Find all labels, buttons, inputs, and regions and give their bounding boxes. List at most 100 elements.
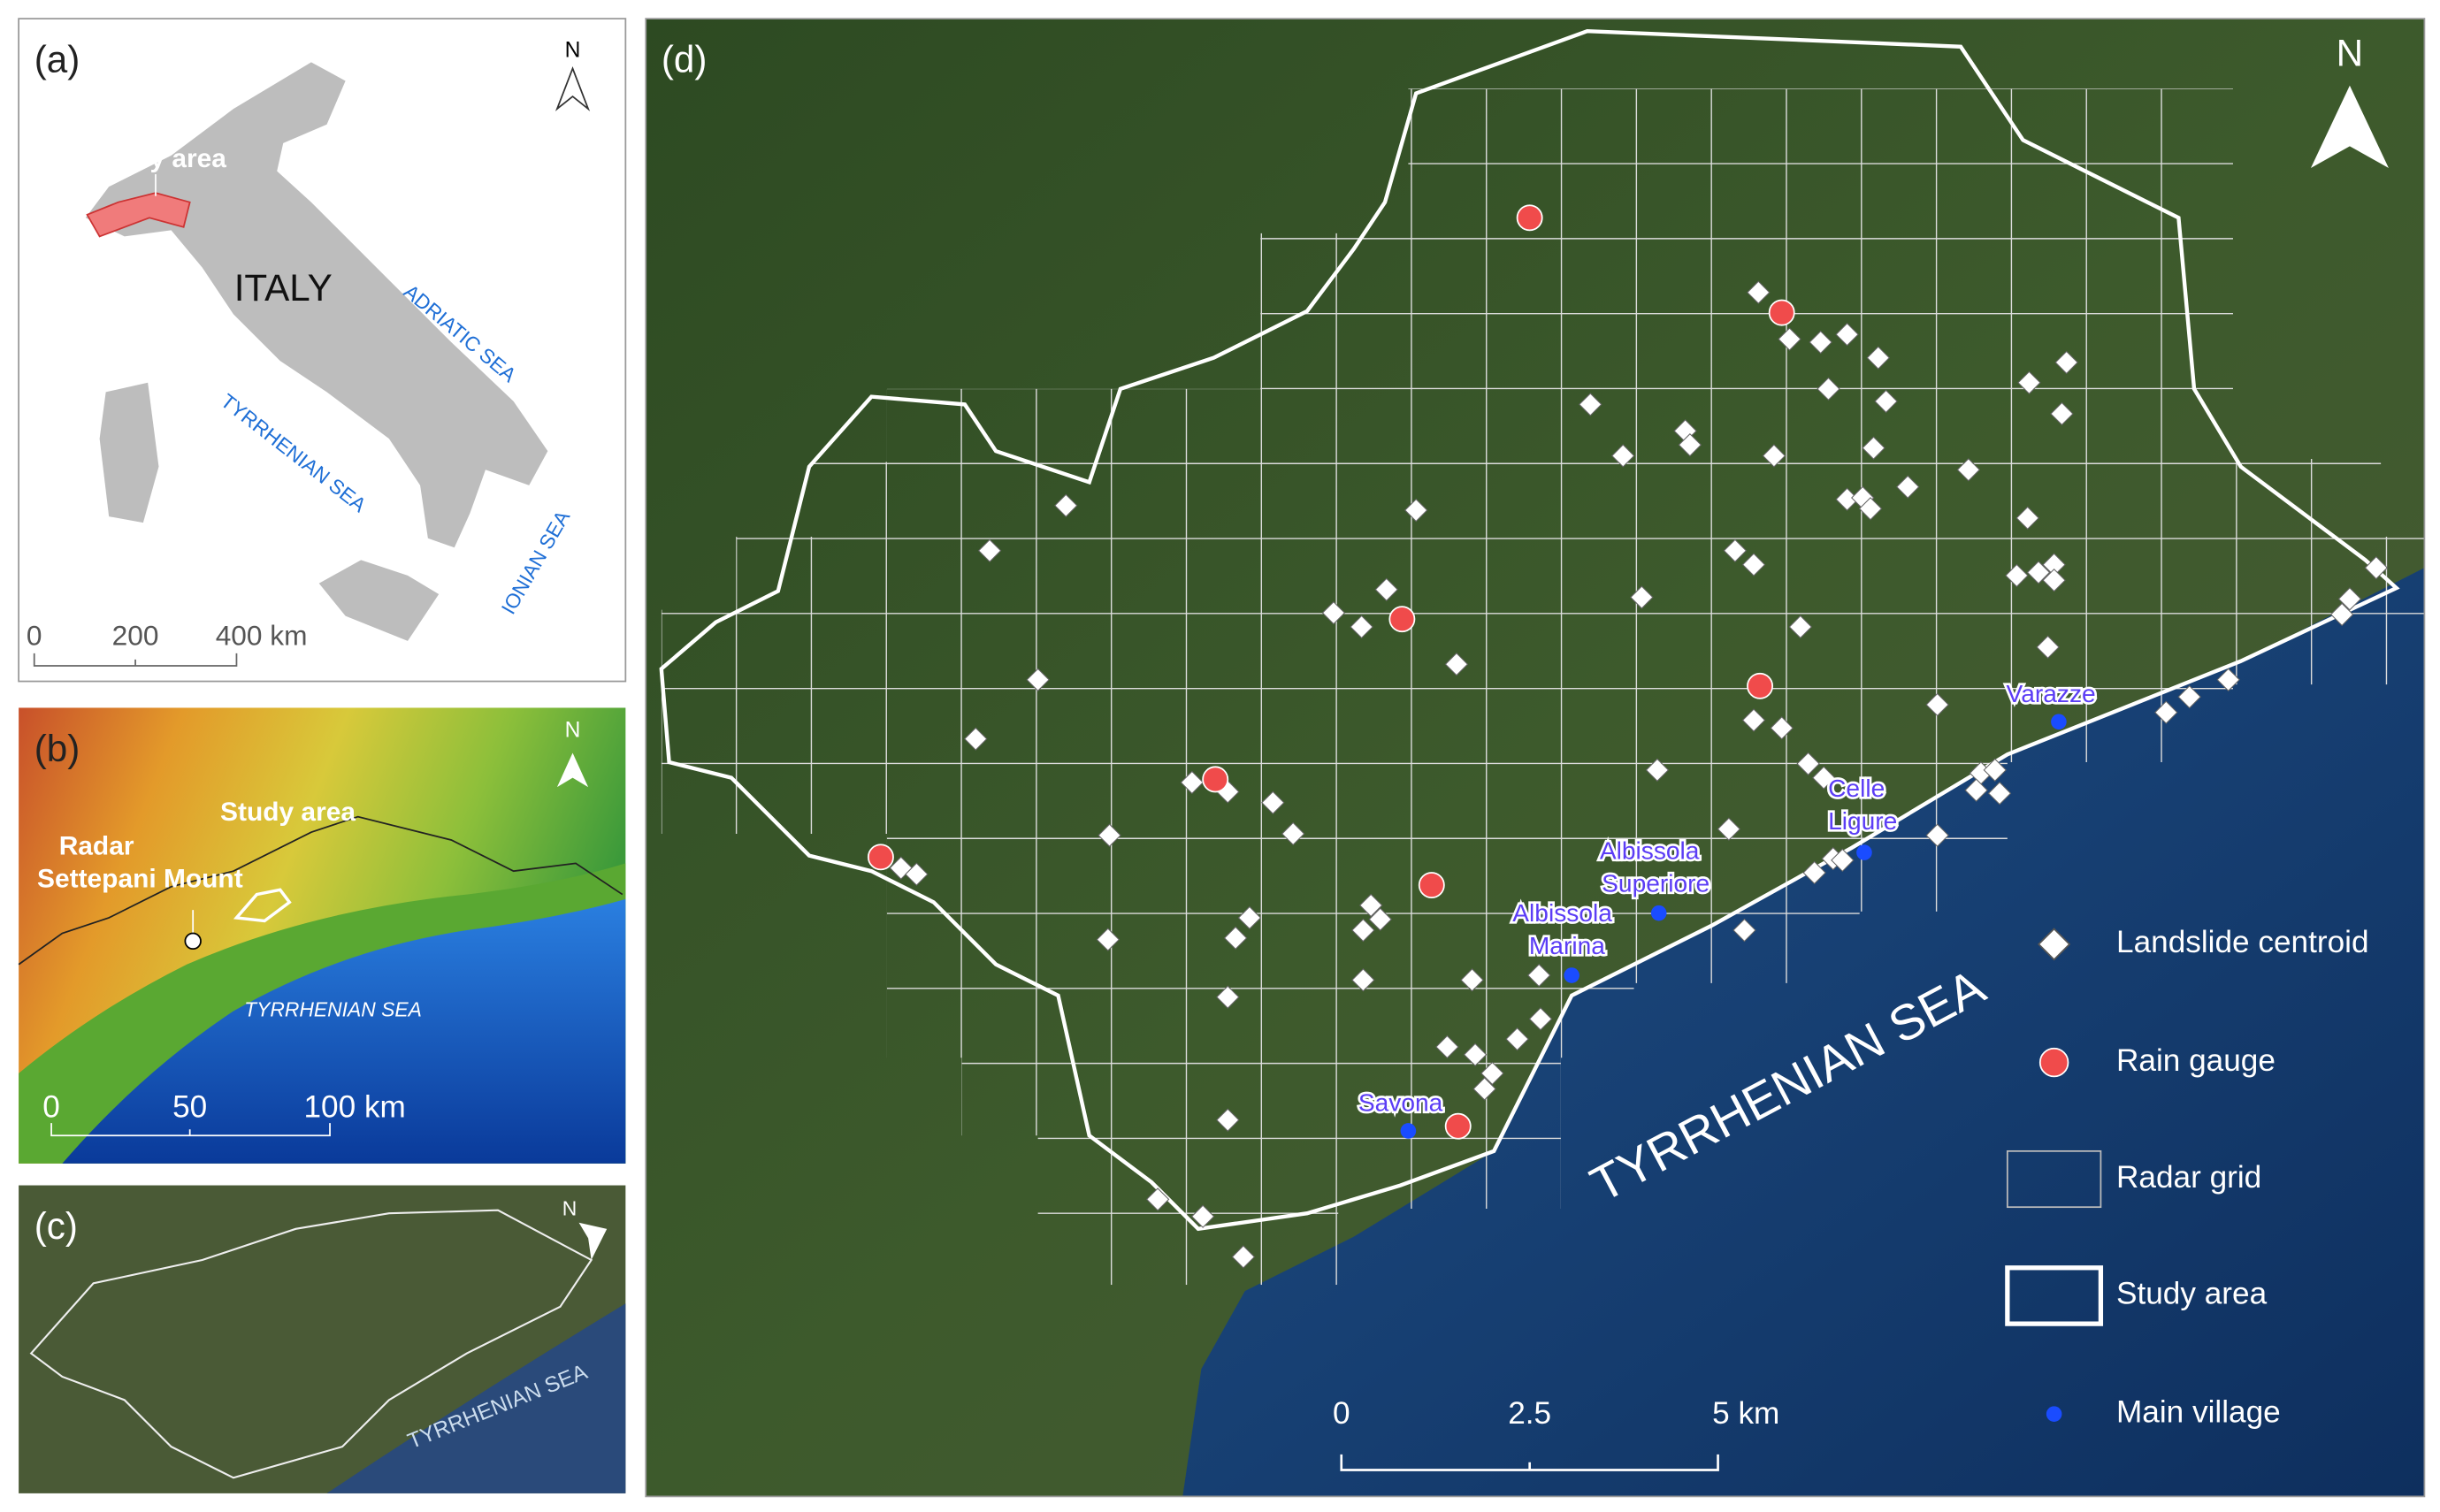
sea-label: TYRRHENIAN SEA — [244, 998, 422, 1021]
legend-label: Radar grid — [2116, 1160, 2261, 1195]
sardinia — [99, 382, 159, 523]
landslide-centroid — [1896, 475, 1920, 499]
landslide-centroid — [1741, 553, 1766, 577]
village-dot — [1856, 844, 1872, 860]
landslide-centroid — [1527, 963, 1551, 988]
study-area-label: Study area — [220, 798, 356, 827]
landslide-centroid — [1762, 444, 1786, 468]
panel-label: (a) — [34, 39, 80, 80]
landslide-centroid — [1579, 393, 1602, 416]
legend-label: Study area — [2116, 1277, 2268, 1311]
landslide-centroid — [2364, 555, 2389, 580]
landslide-centroid — [1983, 758, 2007, 783]
village-label: Marina — [1529, 932, 1605, 959]
landslide-centroid — [1351, 918, 1375, 943]
landslide-centroid — [1835, 323, 1859, 347]
landslide-centroid — [1987, 782, 2012, 806]
landslide-centroid — [1054, 493, 1078, 517]
landslide-centroid — [2050, 401, 2074, 426]
landslide-centroid — [1732, 918, 1756, 943]
landslide-centroid — [1358, 893, 1383, 918]
landslide-centroid — [2017, 370, 2041, 394]
study-area-outline — [233, 888, 292, 923]
landslide-centroid — [1435, 1035, 1459, 1059]
landslide-centroid — [2026, 561, 2051, 584]
landslide-centroid — [1444, 653, 1469, 676]
village-dot — [1650, 905, 1667, 921]
landslide-centroid — [1368, 907, 1392, 931]
landslide-centroid — [1350, 615, 1373, 639]
landslide-centroid — [1463, 1042, 1488, 1066]
landslide-centroid — [2154, 700, 2178, 724]
landslide-centroid — [1925, 692, 1949, 717]
rain-gauge — [867, 844, 894, 871]
landslide-centroid — [1802, 860, 1826, 885]
legend-diamond — [2037, 928, 2071, 961]
village-dot — [1564, 967, 1579, 983]
rain-gauge — [1516, 204, 1543, 232]
landslide-centroid — [1831, 848, 1855, 873]
north-label: N — [2337, 32, 2364, 73]
village-dot — [2051, 714, 2067, 730]
panel-d: (d) N TYRRHENIAN SEA Varazze Celle Ligur… — [645, 18, 2426, 1498]
landslide-centroid — [1741, 708, 1766, 732]
village-label: Albissola — [1512, 899, 1612, 927]
landslide-centroid — [1717, 817, 1741, 841]
village-label: Albissola — [1600, 837, 1700, 865]
landslide-centroid — [1858, 497, 1883, 521]
landslide-centroid — [1630, 585, 1654, 609]
landslide-centroid — [1964, 778, 1988, 802]
sea — [1182, 568, 2425, 1497]
panel-b: (b) N Study area Radar Settepani Mount T… — [18, 707, 626, 1164]
north-arrow — [555, 65, 591, 111]
rain-gauge — [1388, 606, 1416, 633]
village-dot — [1400, 1123, 1417, 1139]
panel-frame — [645, 18, 2426, 1498]
landslide-centroid — [1747, 280, 1771, 304]
landslide-centroid — [964, 727, 988, 751]
landslide-centroid — [1925, 823, 1949, 847]
north-arrow — [556, 752, 589, 788]
village-label: Ligure — [1828, 807, 1897, 835]
landslide-centroid — [1145, 1187, 1170, 1211]
landslide-centroid — [1874, 389, 1898, 414]
landslide-centroid — [1796, 752, 1820, 775]
scale-label: 0 — [42, 1090, 60, 1125]
landslide-centroid — [1180, 770, 1205, 795]
landslide-centroid — [1678, 432, 1702, 457]
landslide-centroid — [2337, 587, 2362, 611]
landslide-centroid — [1281, 821, 1305, 846]
landslide-centroid — [2329, 602, 2354, 627]
landslide-centroid — [1817, 377, 1840, 401]
landslide-centroid — [1374, 577, 1398, 601]
landslide-centroid — [1231, 1245, 1256, 1269]
landslide-centroid — [1404, 498, 1428, 523]
italy — [85, 62, 548, 548]
legend-grid — [2006, 1149, 2102, 1209]
landslide-centroid — [905, 862, 929, 886]
village-label: Superiore — [1602, 869, 1710, 897]
legend-label: Main village — [2116, 1394, 2281, 1429]
landslide-centroid — [1098, 823, 1121, 847]
scale-label: 200 — [112, 620, 159, 652]
legend: Landslide centroid Rain gauge Radar grid… — [2005, 925, 2369, 1429]
rain-gauge — [1768, 299, 1795, 326]
landslide-centroid — [1216, 1108, 1240, 1132]
points — [867, 204, 2389, 1269]
landslide-centroid — [1835, 487, 1859, 511]
landslide-centroid — [1788, 615, 1813, 639]
legend-label: Rain gauge — [2116, 1043, 2276, 1078]
scale-bar — [50, 1123, 331, 1137]
landslide-centroid — [2005, 563, 2029, 588]
study-area-outline — [29, 1209, 593, 1479]
north-label: N — [565, 718, 581, 742]
village-label: Celle — [1828, 775, 1885, 802]
scale-label: 100 km — [304, 1090, 406, 1125]
landslide-centroid — [1237, 905, 1262, 930]
landslide-centroid — [2054, 350, 2078, 375]
region-border — [18, 815, 623, 966]
landslide-centroid — [1862, 436, 1885, 460]
landslide-centroid — [1216, 985, 1240, 1009]
